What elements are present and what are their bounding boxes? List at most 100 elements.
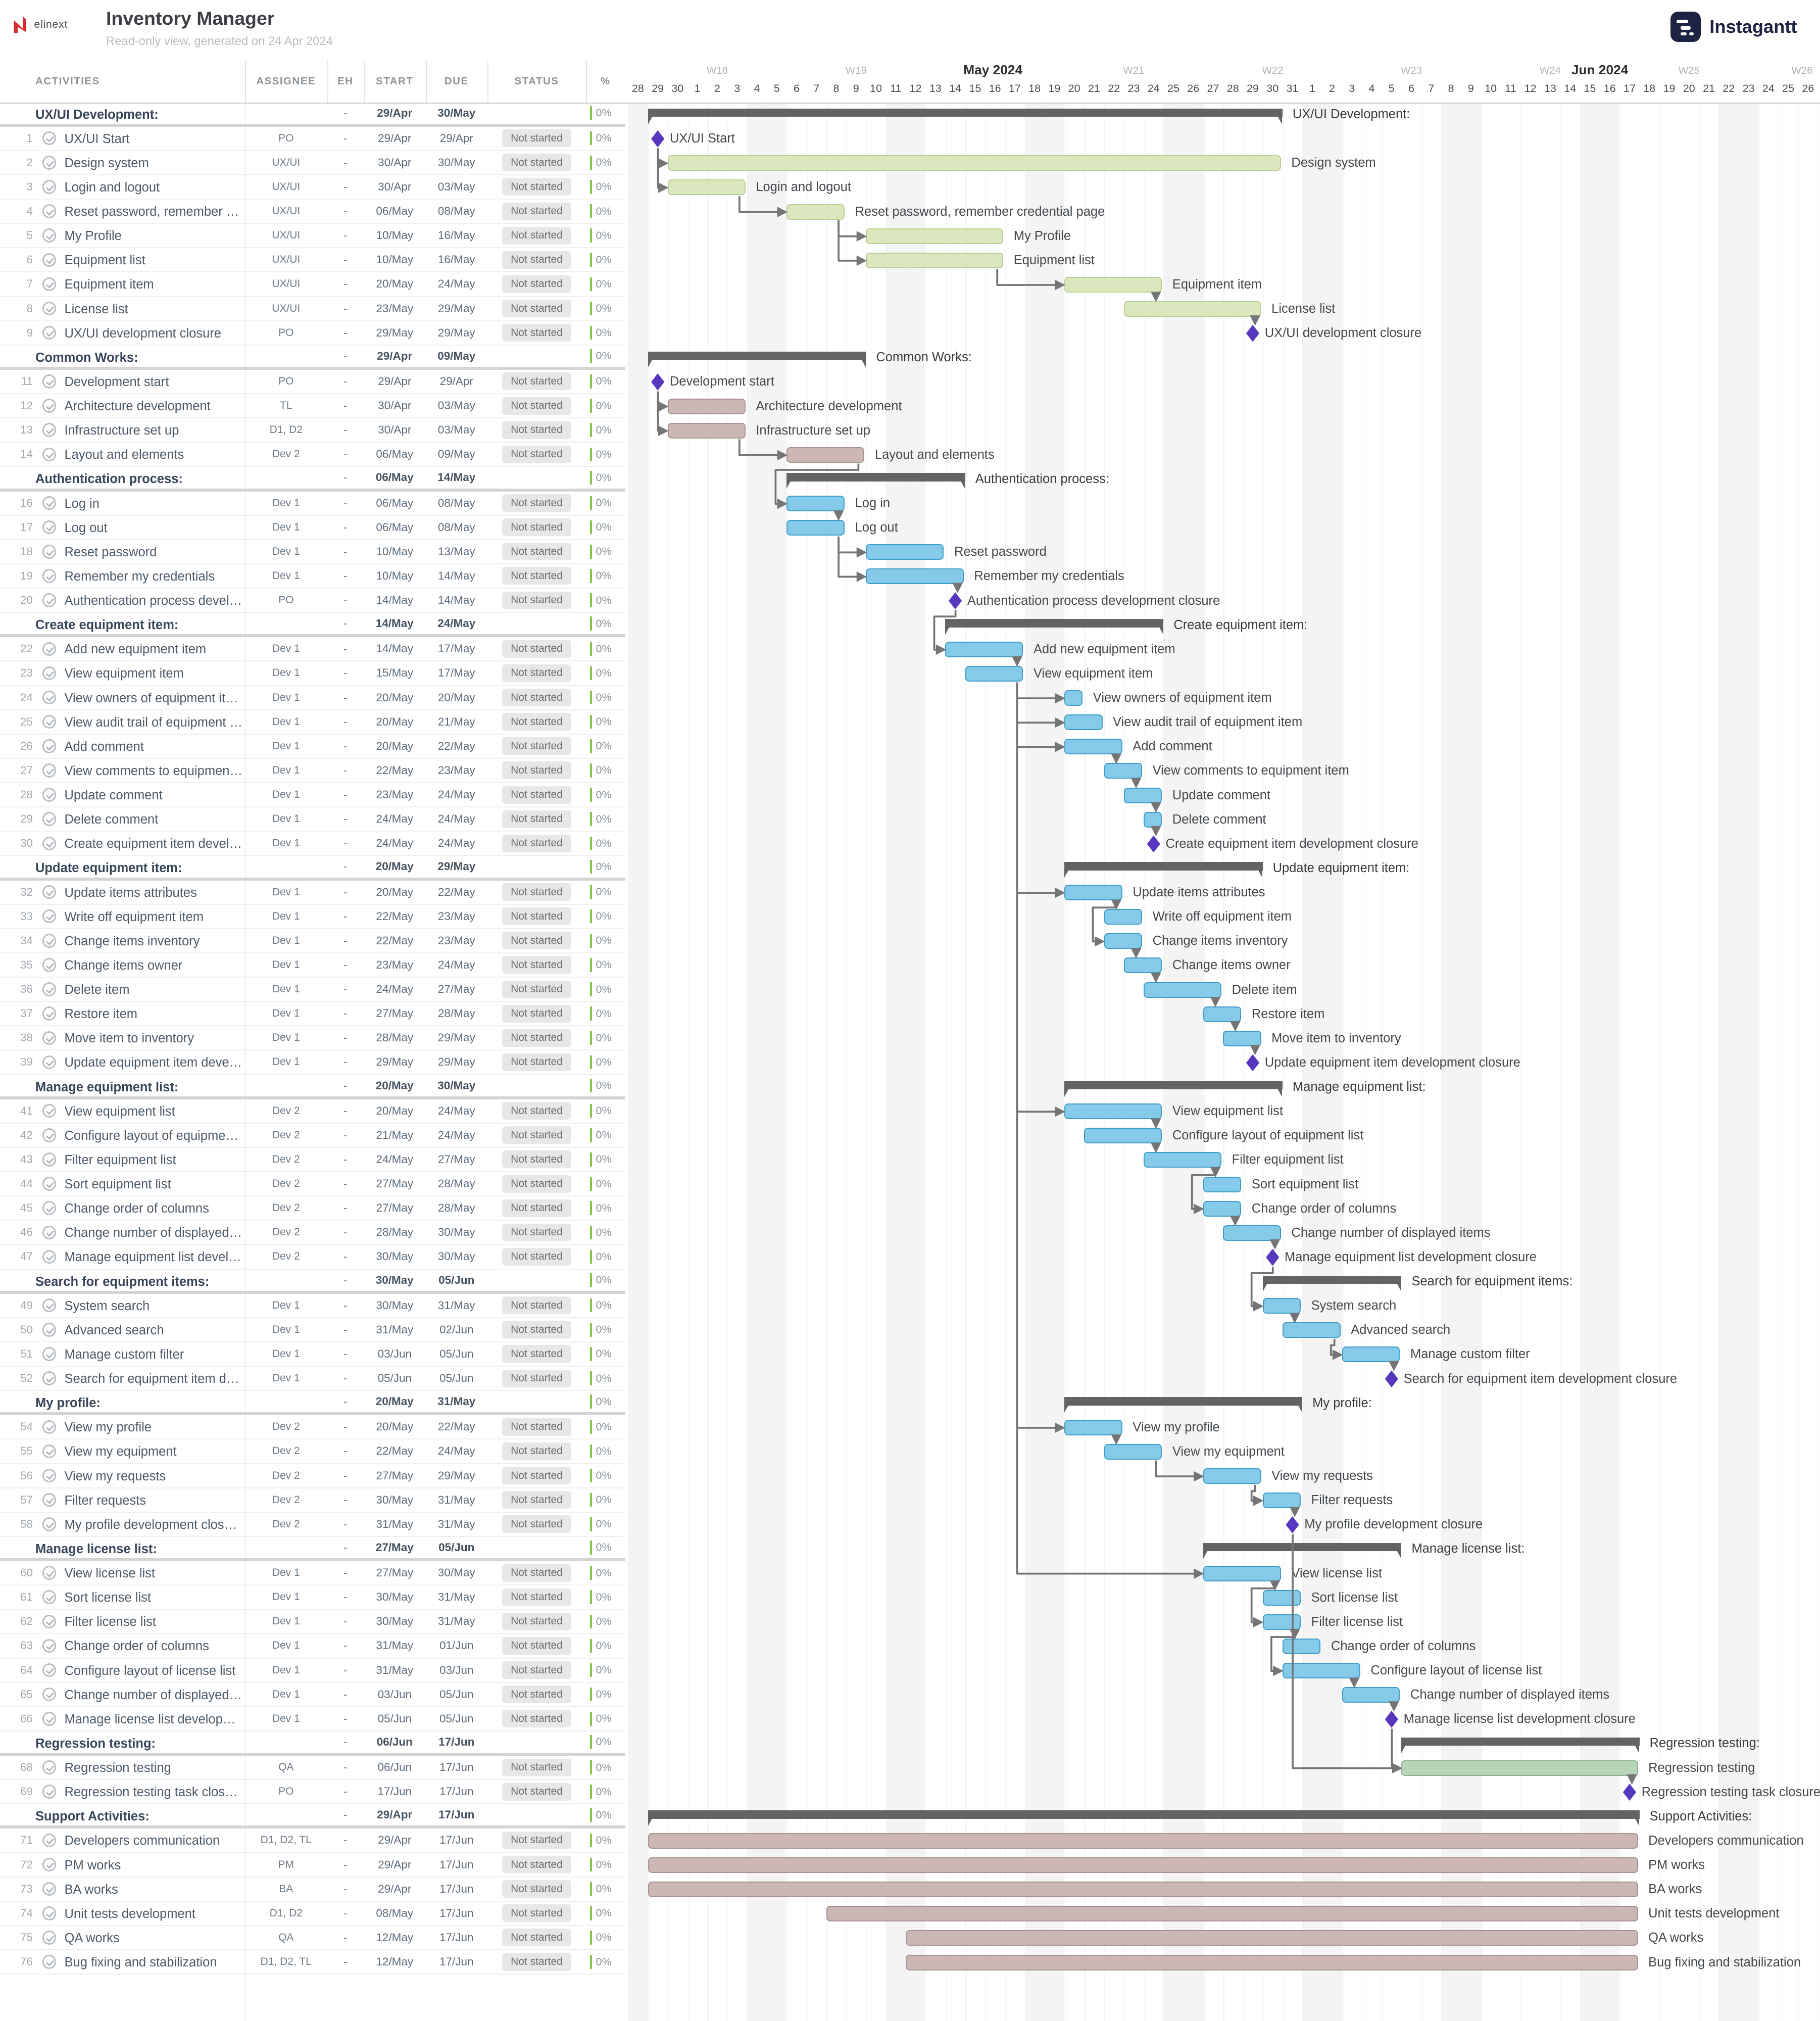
task-check-icon[interactable] <box>42 788 57 802</box>
gantt-bar[interactable] <box>667 422 746 439</box>
gantt-bar[interactable] <box>1262 1493 1301 1509</box>
task-check-icon[interactable] <box>42 836 57 851</box>
table-row[interactable]: 2 Design system UX/UI - 30/Apr 30/May Not star… <box>0 151 625 175</box>
task-check-icon[interactable] <box>42 156 57 170</box>
table-row[interactable]: 52 Search for equipment item development … <box>0 1367 625 1391</box>
gantt-bar[interactable] <box>1282 1663 1360 1678</box>
task-check-icon[interactable] <box>42 1639 57 1653</box>
table-row[interactable]: 65 Change number of displayed items Dev 1 -… <box>0 1683 625 1707</box>
gantt-bar[interactable] <box>1223 1225 1281 1241</box>
task-check-icon[interactable] <box>42 1152 57 1167</box>
task-check-icon[interactable] <box>42 1906 57 1920</box>
status-badge[interactable]: Not started <box>502 1223 572 1241</box>
column-header-start[interactable]: START <box>376 75 414 87</box>
gantt-bar[interactable] <box>1104 763 1143 779</box>
status-badge[interactable]: Not started <box>502 275 572 293</box>
table-row[interactable]: 44 Sort equipment list Dev 2 - 27/May 28/May N… <box>0 1172 625 1197</box>
gantt-bar[interactable] <box>667 398 746 414</box>
status-badge[interactable]: Not started <box>502 737 572 755</box>
task-check-icon[interactable] <box>42 1712 57 1726</box>
gantt-bar[interactable] <box>1104 1443 1162 1460</box>
gantt-bar[interactable] <box>1262 1590 1301 1606</box>
task-check-icon[interactable] <box>42 447 57 462</box>
status-badge[interactable]: Not started <box>502 372 572 391</box>
gantt-bar[interactable] <box>1064 276 1162 293</box>
status-badge[interactable]: Not started <box>502 421 572 439</box>
gantt-bar[interactable] <box>866 568 964 585</box>
task-check-icon[interactable] <box>42 569 57 583</box>
table-row[interactable]: 20 Authentication process development clo… <box>0 589 625 613</box>
table-row[interactable]: 45 Change order of columns Dev 2 - 27/May 28/… <box>0 1196 625 1221</box>
task-check-icon[interactable] <box>42 885 57 899</box>
task-check-icon[interactable] <box>42 374 57 389</box>
table-section-row[interactable]: Authentication process: - 06/May 14/May 0% <box>0 467 625 492</box>
column-header-activities[interactable]: ACTIVITIES <box>35 75 100 87</box>
status-badge[interactable]: Not started <box>502 689 572 707</box>
status-badge[interactable]: Not started <box>502 1321 572 1339</box>
table-row[interactable]: 62 Filter license list Dev 1 - 30/May 31/May N… <box>0 1610 625 1634</box>
task-check-icon[interactable] <box>42 739 57 753</box>
table-row[interactable]: 14 Layout and elements Dev 2 - 06/May 09/May N… <box>0 443 625 467</box>
table-row[interactable]: 7 Equipment item UX/UI - 20/May 24/May Not sta… <box>0 272 625 297</box>
task-check-icon[interactable] <box>42 1760 57 1774</box>
status-badge[interactable]: Not started <box>502 713 572 731</box>
gantt-bar[interactable] <box>1064 714 1103 731</box>
status-badge[interactable]: Not started <box>502 907 572 926</box>
table-row[interactable]: 39 Update equipment item development clos… <box>0 1050 625 1075</box>
task-check-icon[interactable] <box>42 1128 57 1142</box>
status-badge[interactable]: Not started <box>502 445 572 463</box>
gantt-bar[interactable] <box>1064 690 1083 706</box>
status-badge[interactable]: Not started <box>502 1467 572 1485</box>
task-check-icon[interactable] <box>42 812 57 826</box>
table-row[interactable]: 49 System search Dev 1 - 30/May 31/May Not sta… <box>0 1294 625 1318</box>
status-badge[interactable]: Not started <box>502 567 572 585</box>
table-row[interactable]: 3 Login and logout UX/UI - 30/Apr 03/May Not s… <box>0 175 625 200</box>
task-check-icon[interactable] <box>42 1177 57 1191</box>
table-section-row[interactable]: UX/UI Development: - 29/Apr 30/May 0% <box>0 103 625 127</box>
table-row[interactable]: 36 Delete item Dev 1 - 24/May 27/May Not start… <box>0 978 625 1002</box>
status-badge[interactable]: Not started <box>502 1418 572 1436</box>
status-badge[interactable]: Not started <box>502 1637 572 1655</box>
task-check-icon[interactable] <box>42 1517 57 1531</box>
table-row[interactable]: 41 View equipment list Dev 2 - 20/May 24/May N… <box>0 1099 625 1124</box>
task-check-icon[interactable] <box>42 909 57 924</box>
table-row[interactable]: 26 Add comment Dev 1 - 20/May 22/May Not start… <box>0 735 625 759</box>
column-header-status[interactable]: STATUS <box>514 75 559 87</box>
task-check-icon[interactable] <box>42 1687 57 1702</box>
gantt-bar[interactable] <box>1342 1687 1400 1703</box>
task-check-icon[interactable] <box>42 642 57 656</box>
task-check-icon[interactable] <box>42 1468 57 1483</box>
gantt-bar[interactable] <box>1282 1638 1321 1654</box>
gantt-bar[interactable] <box>648 1882 1638 1898</box>
table-row[interactable]: 42 Configure layout of equipment list Dev … <box>0 1124 625 1148</box>
status-badge[interactable]: Not started <box>502 1783 572 1801</box>
status-badge[interactable]: Not started <box>502 1686 572 1704</box>
status-badge[interactable]: Not started <box>502 980 572 998</box>
table-row[interactable]: 13 Infrastructure set up D1, D2 - 30/Apr 03/M… <box>0 418 625 443</box>
status-badge[interactable]: Not started <box>502 178 572 196</box>
task-check-icon[interactable] <box>42 1614 57 1629</box>
task-check-icon[interactable] <box>42 763 57 778</box>
gantt-bar[interactable] <box>648 1833 1638 1849</box>
column-header--[interactable]: % <box>600 75 611 87</box>
gantt-summary-bar[interactable] <box>1064 1081 1283 1089</box>
table-row[interactable]: 32 Update items attributes Dev 1 - 20/May 22/… <box>0 881 625 905</box>
table-section-row[interactable]: Manage license list: - 27/May 05/Jun 0% <box>0 1537 625 1561</box>
table-section-row[interactable]: Common Works: - 29/Apr 09/May 0% <box>0 346 625 370</box>
table-row[interactable]: 35 Change items owner Dev 1 - 23/May 24/May No… <box>0 953 625 978</box>
table-section-row[interactable]: Regression testing: - 06/Jun 17/Jun 0% <box>0 1731 625 1756</box>
task-check-icon[interactable] <box>42 982 57 996</box>
task-check-icon[interactable] <box>42 1955 57 1969</box>
table-row[interactable]: 46 Change number of displayed items Dev 2 -… <box>0 1221 625 1245</box>
gantt-bar[interactable] <box>786 520 845 536</box>
task-check-icon[interactable] <box>42 1031 57 1045</box>
status-badge[interactable]: Not started <box>502 1953 572 1971</box>
gantt-bar[interactable] <box>1123 957 1162 974</box>
table-row[interactable]: 6 Equipment list UX/UI - 10/May 16/May Not sta… <box>0 248 625 273</box>
gantt-bar[interactable] <box>826 1906 1638 1922</box>
status-badge[interactable]: Not started <box>502 1175 572 1193</box>
status-badge[interactable]: Not started <box>502 1564 572 1582</box>
status-badge[interactable]: Not started <box>502 1856 572 1874</box>
status-badge[interactable]: Not started <box>502 324 572 342</box>
table-row[interactable]: 47 Manage equipment list development clos… <box>0 1245 625 1270</box>
